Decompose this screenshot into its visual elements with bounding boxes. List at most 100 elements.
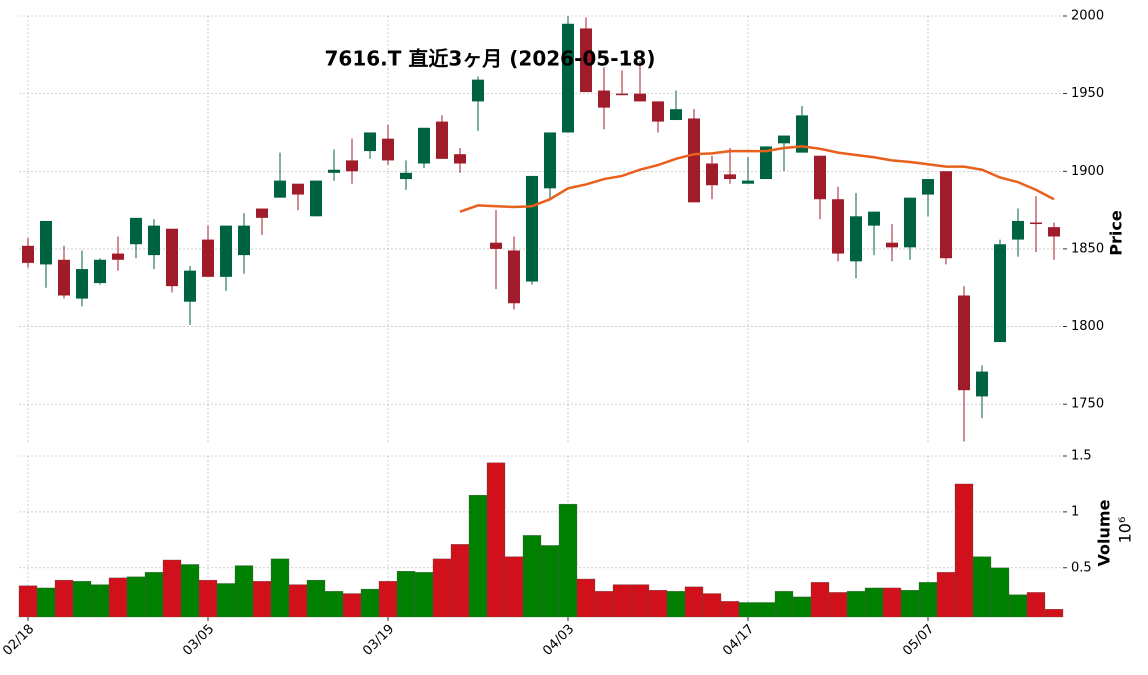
candle-body	[328, 169, 340, 173]
candle-body	[940, 171, 952, 259]
candle-body	[760, 146, 772, 180]
x-tick-label: 04/17	[720, 622, 757, 659]
candle-body	[256, 208, 268, 218]
volume-bar	[432, 558, 452, 618]
candle-body	[40, 220, 52, 265]
candle-body	[346, 160, 358, 172]
y-tick-label: 1850	[1071, 241, 1104, 256]
volume-bar	[666, 591, 686, 618]
candle-body	[436, 121, 448, 159]
x-tick-label: 03/19	[360, 622, 397, 659]
volume-bar	[198, 579, 218, 618]
volume-bar	[450, 544, 470, 618]
volume-bar	[378, 581, 398, 618]
volume-bar	[612, 584, 632, 618]
volume-bar	[108, 577, 128, 618]
candle-body	[706, 163, 718, 186]
candle-body	[598, 90, 610, 108]
volume-bar	[288, 584, 308, 618]
candle-body	[580, 28, 592, 93]
candle-body	[112, 253, 124, 260]
x-tick-label: 03/05	[180, 622, 217, 659]
candle-body	[148, 225, 160, 256]
volume-bar	[252, 581, 272, 618]
candle-body	[490, 242, 502, 249]
volume-bar	[36, 587, 56, 618]
candle-body	[958, 295, 970, 391]
candle-body	[292, 183, 304, 195]
volume-bar	[738, 602, 758, 618]
volume-tick-label: 0.5	[1071, 560, 1092, 575]
volume-bar	[594, 591, 614, 618]
volume-bar	[882, 587, 902, 618]
candle-body	[778, 135, 790, 144]
volume-bar	[684, 586, 704, 618]
volume-bar	[540, 545, 560, 618]
volume-bar	[576, 578, 596, 618]
candle-body	[634, 93, 646, 102]
volume-bar	[216, 583, 236, 618]
volume-bar	[270, 558, 290, 618]
volume-bar	[504, 556, 524, 618]
candle-body	[994, 244, 1006, 343]
volume-bar	[864, 587, 884, 618]
candle-body	[220, 225, 232, 277]
volume-multiplier: 10⁶	[1116, 517, 1135, 544]
volume-bar	[468, 494, 488, 618]
candle-body	[1012, 220, 1024, 240]
volume-bar	[918, 582, 938, 618]
volume-bar	[774, 591, 794, 618]
volume-bar	[180, 564, 200, 618]
candle-body	[1048, 227, 1060, 237]
candle-body	[382, 138, 394, 161]
candle-body	[184, 270, 196, 302]
candle-body	[904, 197, 916, 248]
x-tick-label: 02/18	[0, 622, 37, 659]
candle-body	[202, 239, 214, 277]
volume-bar	[342, 593, 362, 618]
candle-body	[526, 175, 538, 282]
candle-body	[364, 132, 376, 152]
volume-bar	[810, 582, 830, 618]
volume-bar	[936, 572, 956, 618]
candle-body	[508, 250, 520, 304]
candle-body	[130, 217, 142, 245]
volume-bar	[396, 571, 416, 618]
y-tick-label: 1800	[1071, 319, 1104, 334]
chart-title: 7616.T 直近3ヶ月 (2026-05-18)	[325, 47, 656, 71]
candle-body	[868, 211, 880, 226]
moving-average-line	[459, 145, 1055, 213]
candle-body	[400, 172, 412, 180]
candle-body	[616, 93, 628, 96]
volume-bar	[324, 591, 344, 618]
candle-body	[76, 269, 88, 299]
volume-bar	[648, 590, 668, 618]
volume-bar	[90, 584, 110, 618]
candle-body	[418, 127, 430, 164]
y-tick-label: 2000	[1071, 9, 1104, 24]
volume-bar	[702, 593, 722, 618]
candle-body	[22, 245, 34, 263]
candle-body	[742, 180, 754, 184]
price-axis-label: Price	[1107, 210, 1126, 256]
candle-body	[310, 180, 322, 217]
candle-body	[94, 259, 106, 284]
volume-bar	[1008, 594, 1028, 618]
candle-body	[724, 174, 736, 180]
candle-body	[166, 228, 178, 287]
volume-bar	[18, 585, 38, 618]
candle-body	[922, 179, 934, 195]
candle-body	[832, 199, 844, 254]
volume-tick-label: 1.5	[1071, 449, 1092, 464]
volume-bar	[72, 581, 92, 618]
candle-body	[670, 109, 682, 121]
candle-body	[1030, 222, 1042, 225]
y-tick-label: 1950	[1071, 86, 1104, 101]
candle-body	[562, 23, 574, 133]
volume-bar	[1044, 609, 1064, 618]
candle-body	[652, 101, 664, 122]
candle-body	[544, 132, 556, 189]
volume-bar	[972, 556, 992, 618]
candle-body	[850, 216, 862, 262]
volume-bar	[828, 592, 848, 618]
